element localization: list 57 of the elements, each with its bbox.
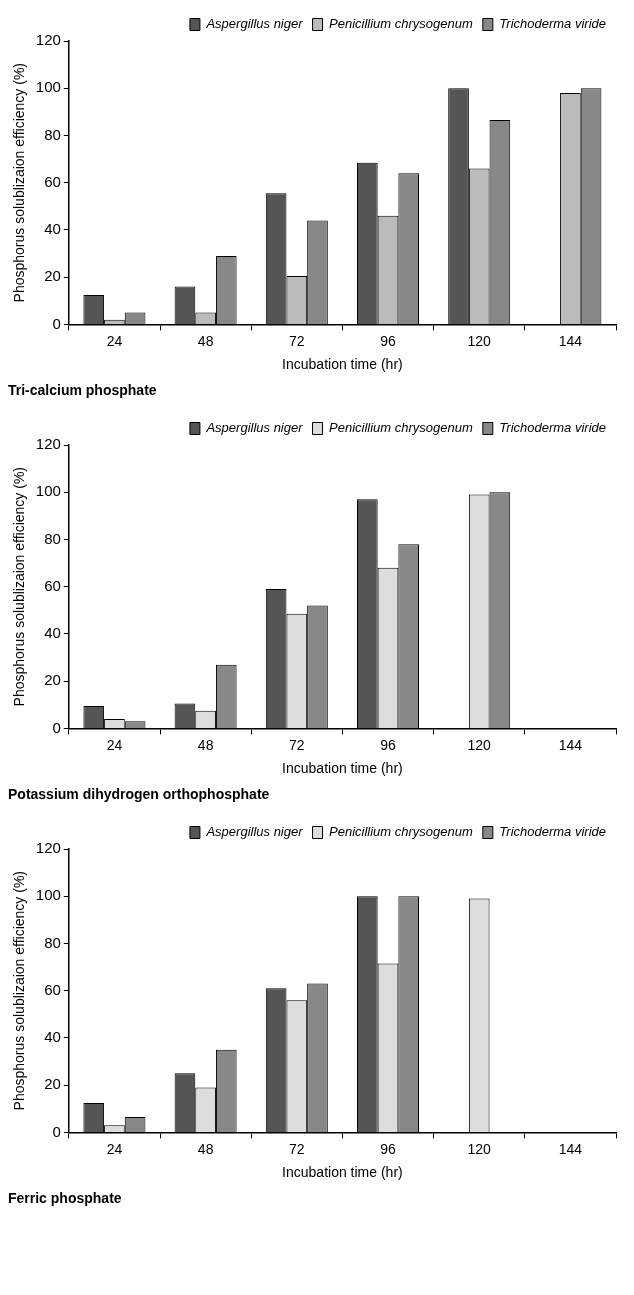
x-tick-label: 96 [380,736,397,753]
x-tick-label: 24 [106,1140,123,1157]
legend-label: Aspergillus niger [205,420,304,436]
x-tick-label: 24 [106,332,123,349]
x-tick-label: 72 [289,332,305,349]
y-tick-label: 60 [44,576,61,594]
y-axis-title: Phosphorus solublizaion efficiency (%) [11,62,28,303]
legend-label: Aspergillus niger [205,824,304,840]
x-tick-label: 48 [197,1140,214,1157]
legend-label: Penicillium chrysogenum [329,16,473,32]
y-tick-label: 40 [44,624,61,642]
text: Potassium dihydrogen orthophosphate [8,786,271,802]
x-tick-label: 48 [197,332,214,349]
x-tick-label: 144 [558,1140,583,1157]
legend-label: Penicillium chrysogenum [329,824,473,840]
y-tick-label: 80 [44,529,61,547]
y-tick-label: 100 [35,78,61,96]
y-tick-label: 0 [52,1122,61,1140]
y-axis-title: Phosphorus solublizaion efficiency (%) [11,870,28,1111]
y-tick-label: 120 [35,839,61,857]
y-tick-label: 120 [35,31,61,49]
x-tick-label: 120 [467,736,492,753]
y-tick-label: 40 [44,220,61,238]
x-axis-title: Incubation time (hr) [282,356,403,373]
x-tick-label: 96 [380,332,397,349]
y-tick-label: 40 [44,1028,61,1046]
y-tick-label: 20 [44,671,61,689]
y-tick-label: 80 [44,125,61,143]
y-tick-label: 100 [35,886,61,904]
x-tick-label: 120 [467,332,492,349]
text: Tri-calcium phosphate [8,382,158,398]
y-tick-label: 20 [44,1075,61,1093]
legend-label: Trichoderma viride [499,16,607,32]
legend-label: Penicillium chrysogenum [329,420,473,436]
y-tick-label: 60 [44,172,61,190]
y-tick-label: 120 [35,435,61,453]
x-tick-label: 72 [289,1140,305,1157]
y-tick-label: 0 [52,314,61,332]
y-axis-title: Phosphorus solublizaion efficiency (%) [11,466,28,707]
y-tick-label: 20 [44,267,61,285]
legend-label: Trichoderma viride [499,824,607,840]
y-tick-label: 0 [52,718,61,736]
x-axis-title: Incubation time (hr) [282,1164,403,1181]
x-tick-label: 144 [558,736,583,753]
x-tick-label: 96 [380,1140,397,1157]
y-tick-label: 80 [44,933,61,951]
y-tick-label: 100 [35,482,61,500]
x-tick-label: 120 [467,1140,492,1157]
x-tick-label: 24 [106,736,123,753]
x-tick-label: 144 [558,332,583,349]
x-axis-title: Incubation time (hr) [282,760,403,777]
legend-label: Aspergillus niger [205,16,304,32]
x-tick-label: 48 [197,736,214,753]
y-tick-label: 60 [44,980,61,998]
x-tick-label: 72 [289,736,305,753]
text: Ferric phosphate [8,1190,123,1206]
legend-label: Trichoderma viride [499,420,607,436]
